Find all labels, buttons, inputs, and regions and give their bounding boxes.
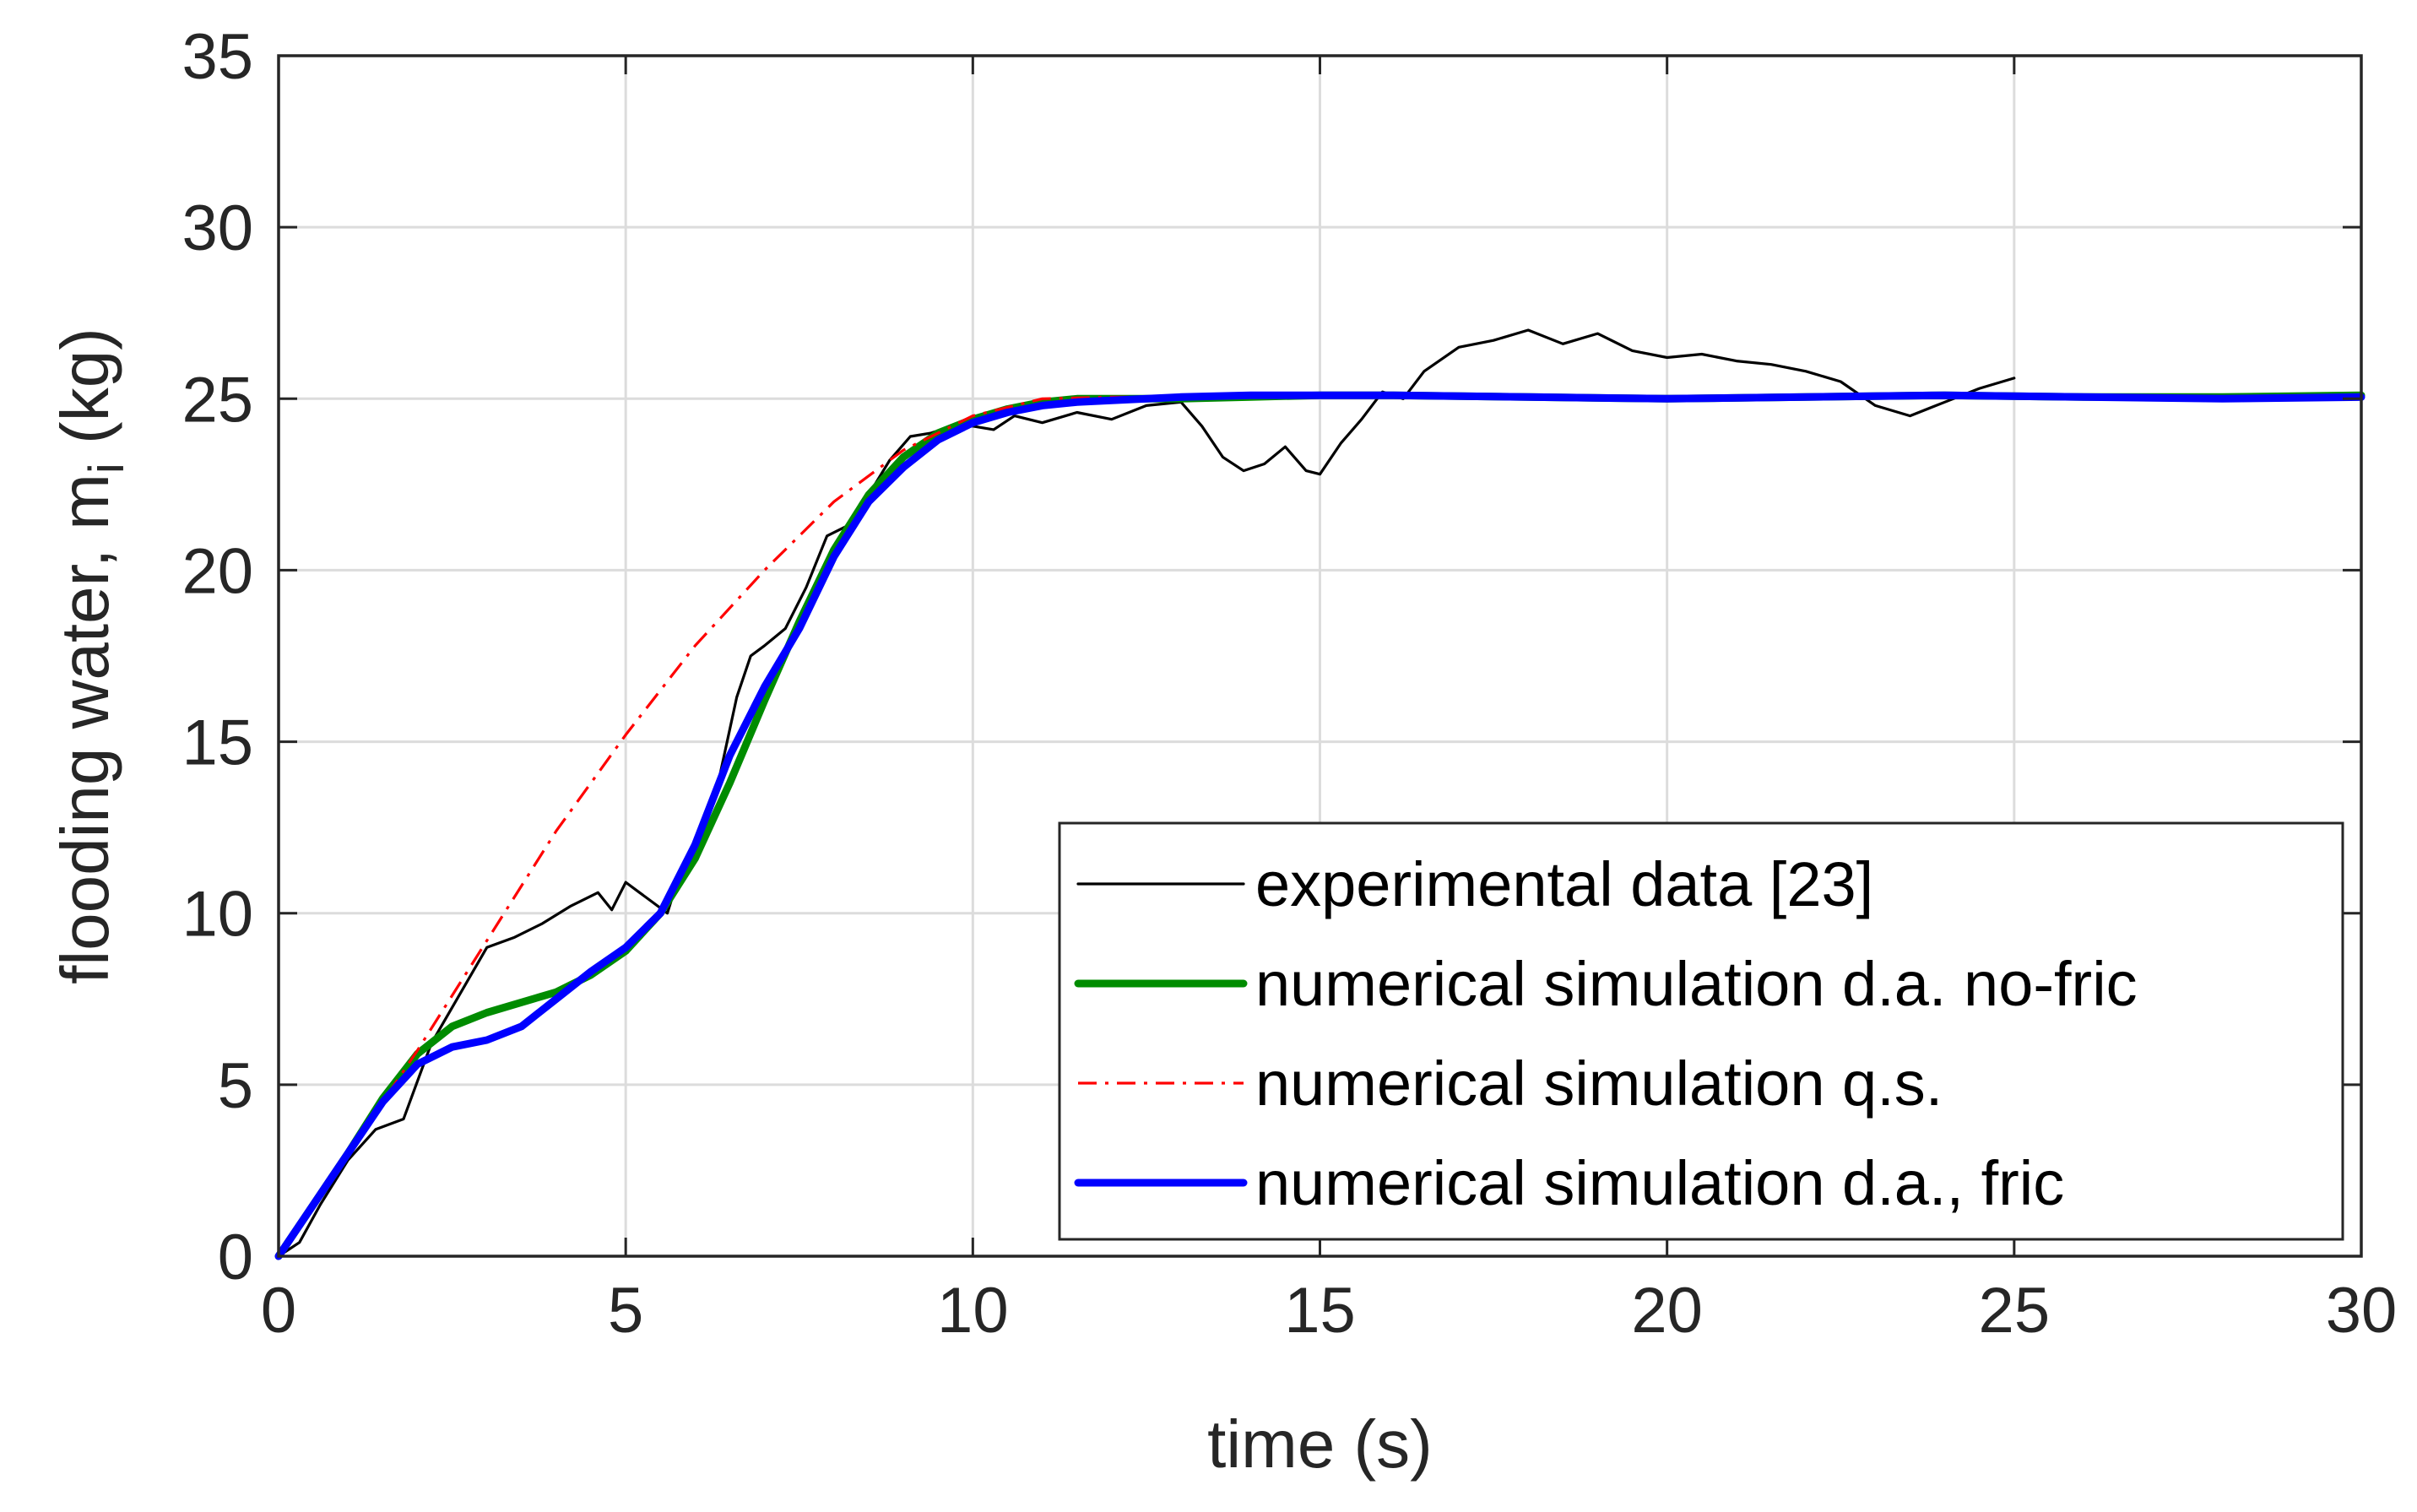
x-tick-label: 20 xyxy=(1631,1275,1703,1347)
series-line-4 xyxy=(274,391,2366,1260)
y-axis-title: flooding water, mi (kg) xyxy=(47,328,134,984)
legend-box xyxy=(1058,821,2344,1241)
y-tick-label: 20 xyxy=(182,535,253,607)
y-tick-label: 30 xyxy=(182,192,253,264)
x-tick-label: 30 xyxy=(2326,1275,2398,1347)
y-tick-label: 5 xyxy=(218,1050,253,1122)
y-tick-label: 0 xyxy=(218,1222,253,1293)
x-tick-label: 5 xyxy=(608,1275,643,1347)
legend-label-3: numerical simulation q.s. xyxy=(1255,1049,1943,1119)
legend-label-4: numerical simulation d.a., fric xyxy=(1255,1148,2064,1218)
series-layer xyxy=(274,328,2366,1260)
x-tick-label: 10 xyxy=(937,1275,1009,1347)
y-tick-label: 25 xyxy=(182,364,253,436)
legend-label-1: experimental data [23] xyxy=(1255,849,1873,919)
y-axis-title-subscript: i xyxy=(79,463,134,474)
x-tick-label: 15 xyxy=(1284,1275,1356,1347)
legend: experimental data [23] numerical simulati… xyxy=(1058,821,2344,1241)
x-tick-label: 0 xyxy=(261,1275,296,1347)
legend-label-2: numerical simulation d.a. no-fric xyxy=(1255,949,2138,1019)
x-axis-title: time (s) xyxy=(1207,1406,1433,1482)
legend-entries: experimental data [23] numerical simulati… xyxy=(1074,849,2138,1218)
tick-layer: 0 5 10 15 20 25 30 0 5 10 15 20 25 30 35 xyxy=(182,21,2397,1347)
y-axis-title-main: flooding water, m xyxy=(47,474,122,984)
y-axis-title-unit: (kg) xyxy=(47,328,122,463)
y-tick-label: 10 xyxy=(182,879,253,951)
series-line-1 xyxy=(277,328,2016,1258)
x-tick-label: 25 xyxy=(1979,1275,2051,1347)
y-tick-label: 35 xyxy=(182,21,253,93)
y-tick-label: 15 xyxy=(182,707,253,779)
